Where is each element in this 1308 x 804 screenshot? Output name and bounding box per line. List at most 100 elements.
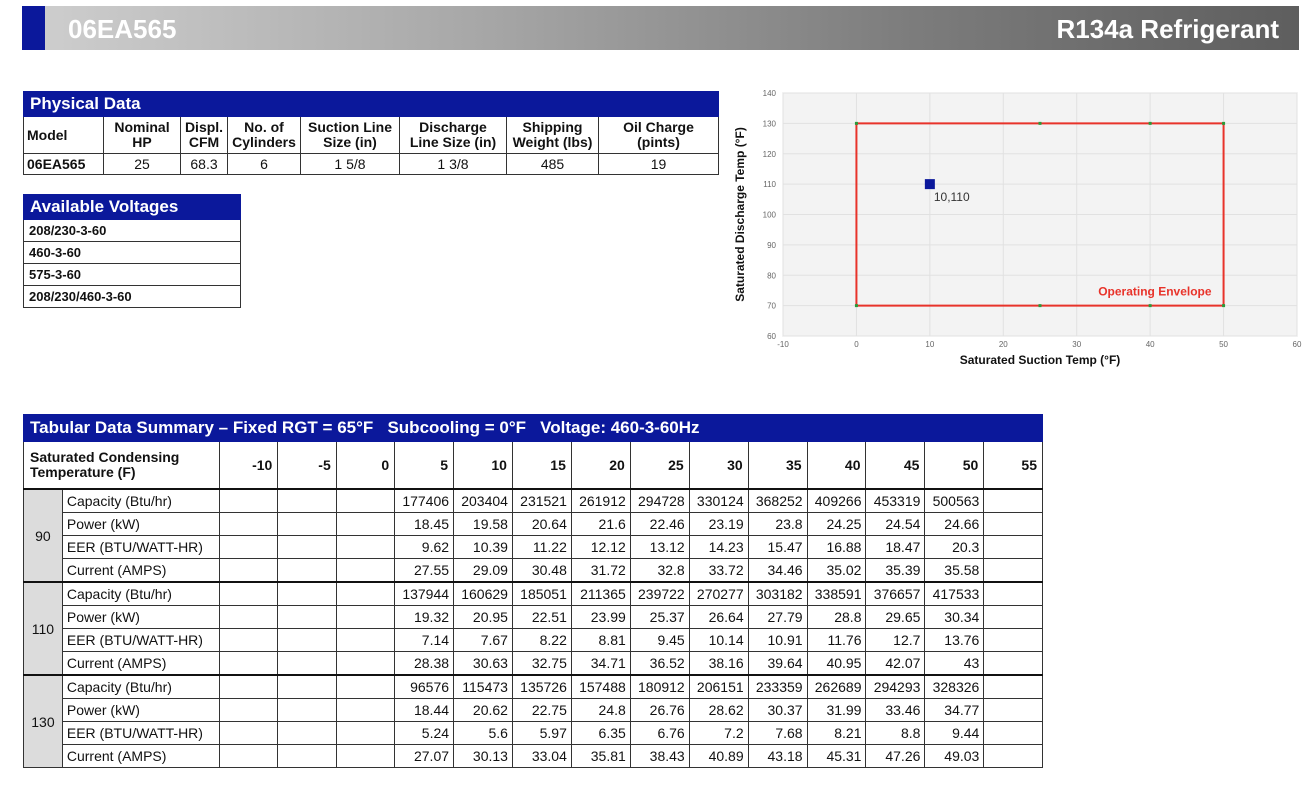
value-cell: 338591 [806,581,867,606]
value-cell: 18.44 [394,698,455,722]
value-cell: 180912 [629,674,690,699]
row-header-label: Saturated Condensing Temperature (F) [23,441,220,490]
y-tick-label: 110 [763,180,776,189]
y-tick-label: 90 [767,241,776,250]
value-cell [218,581,279,606]
value-cell: 328326 [924,674,985,699]
envelope-vertex [1222,304,1226,308]
value-cell [277,698,337,722]
value-cell: 13.76 [924,628,985,652]
value-cell: 5.6 [453,721,513,745]
value-cell [983,674,1043,699]
value-cell: 368252 [747,488,808,513]
value-cell: 303182 [747,581,808,606]
y-tick-label: 60 [767,332,776,341]
value-cell [335,651,396,676]
physical-value-cylinders: 6 [227,153,301,175]
row-label: EER (BTU/WATT-HR) [61,721,220,745]
value-cell: 16.88 [806,535,867,559]
table-row: EER (BTU/WATT-HR) 5.24 5.6 5.97 6.35 6.76 7.2 7… [24,721,1043,745]
value-cell: 9.44 [924,721,985,745]
value-cell: 27.55 [394,558,455,583]
value-cell: 22.46 [629,512,690,536]
physical-data-table: Physical Data Model Nominal HP Displ. CF… [23,91,719,175]
x-tick-label: 30 [1072,340,1081,349]
value-cell: 12.12 [570,535,631,559]
value-cell [335,698,396,722]
physical-data-title: Physical Data [23,91,719,117]
value-cell: 29.65 [865,605,926,629]
value-cell: 7.14 [394,628,455,652]
value-cell: 43 [924,651,985,676]
row-label: EER (BTU/WATT-HR) [61,628,220,652]
column-header: 45 [865,441,926,490]
column-header: 0 [335,441,396,490]
value-cell: 10.14 [688,628,749,652]
value-cell: 22.51 [511,605,572,629]
value-cell [983,651,1043,676]
value-cell: 13.12 [629,535,690,559]
voltage-item: 208/230/460-3-60 [23,285,241,308]
value-cell: 38.43 [629,744,690,768]
value-cell: 42.07 [865,651,926,676]
column-header: 25 [629,441,690,490]
row-label: Current (AMPS) [61,558,220,583]
column-header: 55 [983,441,1043,490]
column-header: 10 [453,441,513,490]
value-cell: 28.62 [688,698,749,722]
value-cell: 115473 [453,674,513,699]
value-cell: 23.19 [688,512,749,536]
value-cell: 409266 [806,488,867,513]
value-cell: 270277 [688,581,749,606]
value-cell: 10.39 [453,535,513,559]
value-cell: 32.8 [629,558,690,583]
value-cell: 30.37 [747,698,808,722]
tabular-data-table: Tabular Data Summary – Fixed RGT = 65°F … [23,414,1043,768]
table-row: Power (kW) 18.44 20.62 22.75 24.8 26.76 28.62 3… [24,698,1043,722]
value-cell [277,721,337,745]
envelope-label: Operating Envelope [1098,285,1212,299]
value-cell: 21.6 [570,512,631,536]
value-cell: 45.31 [806,744,867,768]
value-cell: 5.97 [511,721,572,745]
page-header: 06EA565 R134a Refrigerant [22,6,1299,50]
physical-value-discharge: 1 3/8 [399,153,507,175]
value-cell [218,605,279,629]
tabular-data-title: Tabular Data Summary – Fixed RGT = 65°F … [23,414,1043,442]
table-row: EER (BTU/WATT-HR) 9.62 10.39 11.22 12.12 13.1… [24,535,1043,559]
row-label: EER (BTU/WATT-HR) [61,535,220,559]
column-header: 35 [747,441,808,490]
available-voltages-table: Available Voltages 208/230-3-60 460-3-60… [23,194,241,308]
value-cell: 9.45 [629,628,690,652]
value-cell [218,744,279,768]
column-header: 15 [511,441,572,490]
value-cell: 35.58 [924,558,985,583]
physical-value-weight: 485 [506,153,599,175]
table-row: Current (AMPS) 27.55 29.09 30.48 31.72 32.8 33… [24,558,1043,583]
value-cell [218,674,279,699]
value-cell: 211365 [570,581,631,606]
envelope-vertex [1038,121,1042,125]
value-cell [277,535,337,559]
column-header: 40 [806,441,867,490]
condensing-temp-cell: 130 [23,674,63,768]
value-cell [983,488,1043,513]
value-cell [277,744,337,768]
column-header: -5 [277,441,337,490]
value-cell: 206151 [688,674,749,699]
value-cell: 417533 [924,581,985,606]
value-cell: 231521 [511,488,572,513]
x-tick-label: 20 [999,340,1008,349]
physical-header-suction: Suction Line Size (in) [300,116,400,154]
value-cell: 160629 [453,581,513,606]
value-cell: 11.76 [806,628,867,652]
value-cell: 185051 [511,581,572,606]
y-tick-label: 80 [767,271,776,280]
value-cell: 36.52 [629,651,690,676]
value-cell: 34.71 [570,651,631,676]
value-cell [335,744,396,768]
value-cell [335,581,396,606]
value-cell: 26.64 [688,605,749,629]
x-axis-label: Saturated Suction Temp (°F) [960,353,1121,367]
value-cell: 8.8 [865,721,926,745]
